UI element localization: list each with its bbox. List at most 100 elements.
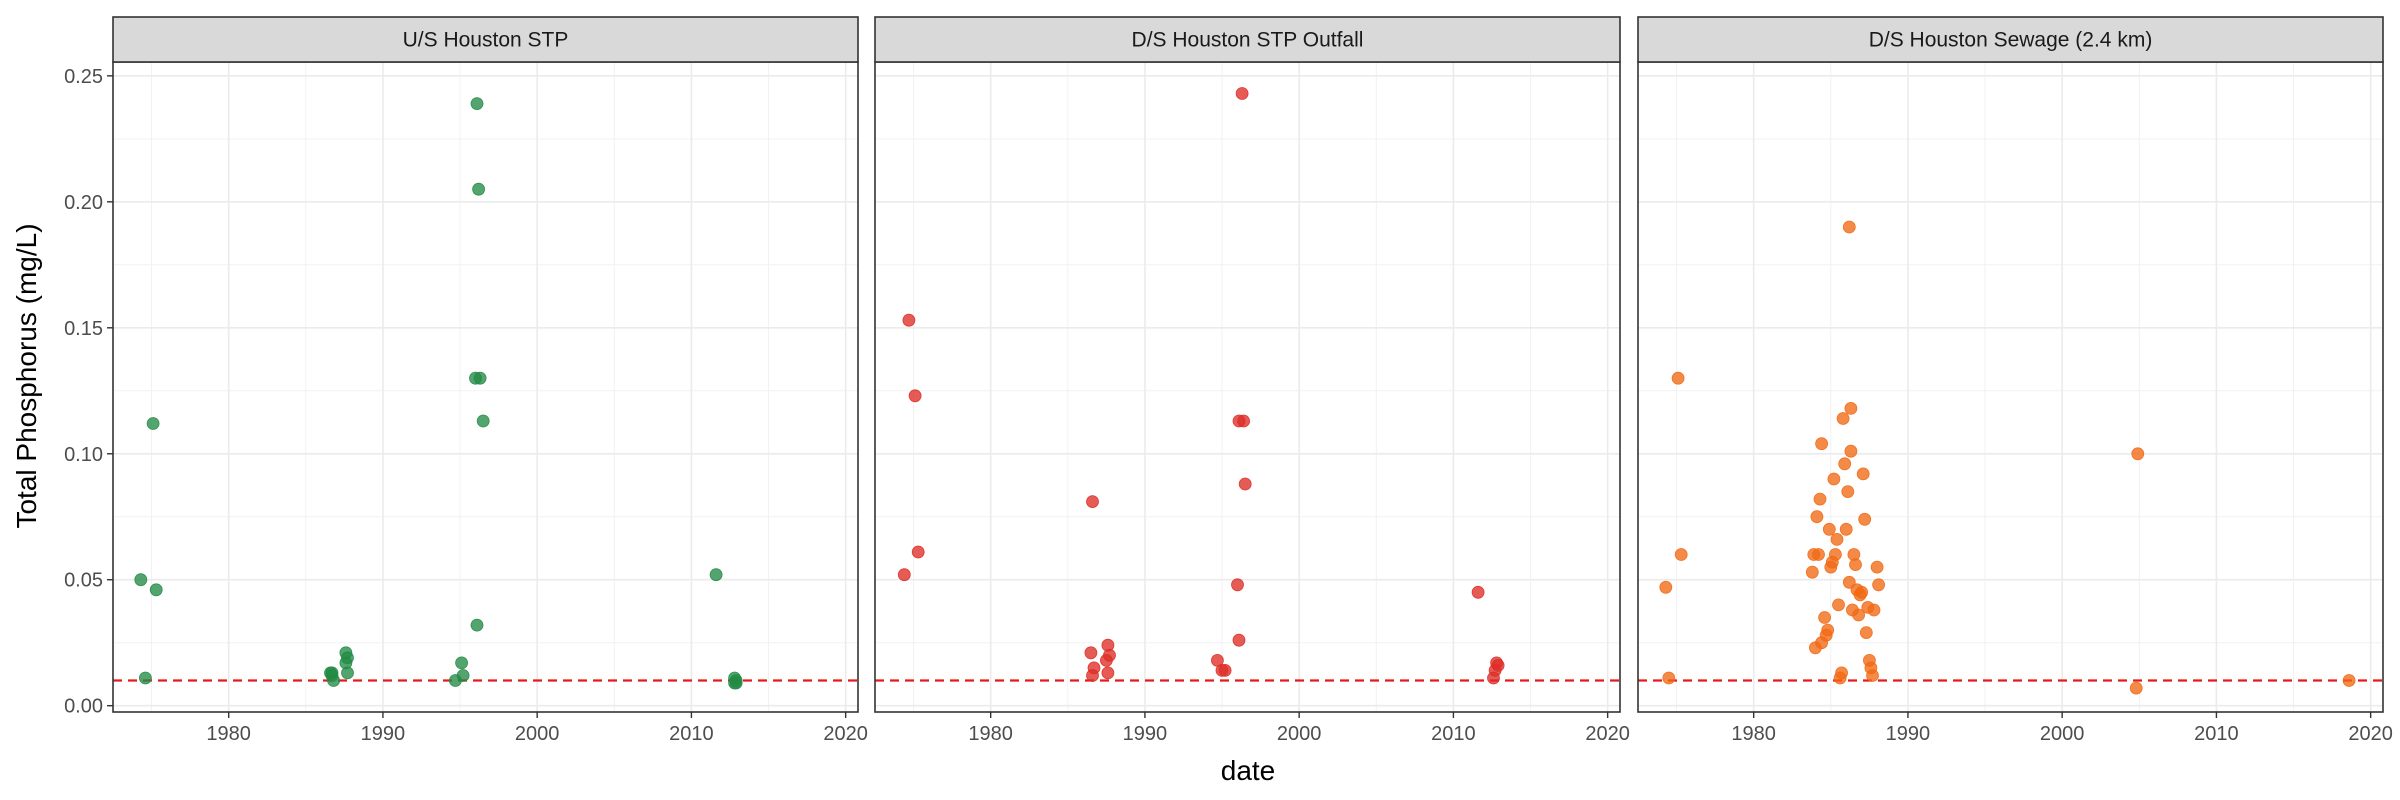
data-point [1856, 467, 1870, 481]
data-point [476, 414, 490, 428]
x-tick-label: 2010 [2194, 723, 2239, 745]
x-tick-label: 2000 [515, 723, 560, 745]
facet-strip [112, 16, 859, 63]
x-tick-label: 1980 [968, 723, 1013, 745]
data-point [325, 666, 339, 680]
data-point [455, 656, 469, 670]
data-point [2342, 674, 2356, 687]
x-tick-label: 1990 [361, 723, 406, 745]
data-point [1218, 664, 1232, 677]
data-point [1821, 623, 1835, 637]
y-tick-label: 0.25 [64, 66, 103, 88]
panel-1: U/S Houston STP 1980 1990 2000 2010 2020 0.00 0… [64, 16, 868, 745]
facet-label: D/S Houston Sewage (2.4 km) [1869, 29, 2153, 52]
data-point [1858, 512, 1872, 526]
data-point [1842, 220, 1856, 234]
data-point [1812, 548, 1825, 561]
x-axis-title: date [1221, 755, 1276, 786]
data-point [1829, 548, 1842, 561]
y-tick-label: 0.00 [64, 696, 103, 718]
data-point [472, 182, 486, 196]
data-point [1674, 548, 1688, 561]
data-point [1659, 580, 1673, 594]
y-tick-label: 0.10 [64, 444, 103, 466]
x-tick-label: 1980 [206, 723, 251, 745]
data-point [1855, 585, 1869, 599]
panel-2: D/S Houston STP Outfall 1980 1990 2000 2010 2… [874, 16, 1630, 745]
data-point [1852, 608, 1865, 622]
x-tick-label: 2000 [1277, 723, 1322, 745]
data-point [709, 568, 723, 582]
data-point [1822, 522, 1836, 536]
data-point [1841, 485, 1855, 499]
data-point [1838, 457, 1852, 471]
x-tick-label: 2020 [1585, 723, 1630, 745]
data-point [1235, 87, 1249, 100]
data-point [146, 417, 160, 430]
data-point [902, 313, 916, 327]
facet-label: U/S Houston STP [403, 29, 569, 52]
data-point [149, 583, 163, 597]
data-point [1100, 654, 1113, 667]
panel-3: D/S Houston Sewage (2.4 km) 1980 1990 2000 2… [1637, 16, 2393, 745]
data-point [1487, 671, 1500, 685]
data-point [911, 545, 925, 559]
x-tick-label: 2010 [1431, 723, 1476, 745]
x-tick-label: 2020 [823, 723, 868, 745]
y-tick-label: 0.05 [64, 570, 103, 592]
data-point [1818, 611, 1831, 624]
data-point [1827, 472, 1841, 486]
x-tick-label: 1980 [1731, 723, 1776, 745]
data-point [1870, 560, 1884, 574]
data-point [1836, 412, 1850, 425]
data-point [1842, 575, 1856, 589]
y-tick-label: 0.20 [64, 192, 103, 214]
facet-strip [1637, 16, 2384, 63]
data-point [1086, 669, 1099, 682]
data-point [729, 676, 743, 690]
data-point [1849, 558, 1862, 571]
x-tick-label: 1990 [1123, 723, 1168, 745]
data-point [2129, 681, 2143, 695]
data-point [1813, 492, 1827, 506]
data-point [1662, 671, 1676, 685]
data-point [1844, 444, 1858, 458]
data-point [1471, 585, 1485, 599]
panel-border [112, 61, 859, 713]
data-point [1084, 646, 1098, 660]
data-point [1830, 533, 1844, 546]
data-point [2131, 447, 2145, 461]
data-point [1835, 666, 1848, 680]
data-point [341, 666, 354, 680]
data-point [1866, 669, 1879, 682]
data-point [138, 671, 152, 685]
data-point [1101, 666, 1115, 680]
data-point [1810, 510, 1824, 524]
data-point [897, 568, 911, 582]
data-point [1872, 578, 1885, 592]
data-point [456, 669, 470, 682]
facet-label: D/S Houston STP Outfall [1132, 29, 1364, 52]
data-point [1815, 437, 1828, 451]
data-point [470, 618, 484, 632]
data-point [1671, 371, 1685, 385]
data-point [1237, 414, 1250, 428]
data-point [473, 371, 487, 385]
facet-strip [874, 16, 1621, 63]
x-tick-label: 2000 [2040, 723, 2085, 745]
data-point [1805, 565, 1819, 579]
data-point [1232, 633, 1246, 647]
data-point [1867, 603, 1881, 617]
data-point [1844, 401, 1858, 415]
data-point [1859, 626, 1873, 639]
panel-border [1637, 61, 2384, 713]
y-axis-title: Total Phosphorus (mg/L) [11, 223, 42, 528]
data-point [908, 389, 922, 403]
x-tick-label: 2010 [669, 723, 714, 745]
data-point [1832, 598, 1845, 612]
data-point [1238, 477, 1252, 491]
data-point [470, 97, 484, 110]
panel-border [874, 61, 1621, 713]
x-tick-label: 1990 [1886, 723, 1931, 745]
